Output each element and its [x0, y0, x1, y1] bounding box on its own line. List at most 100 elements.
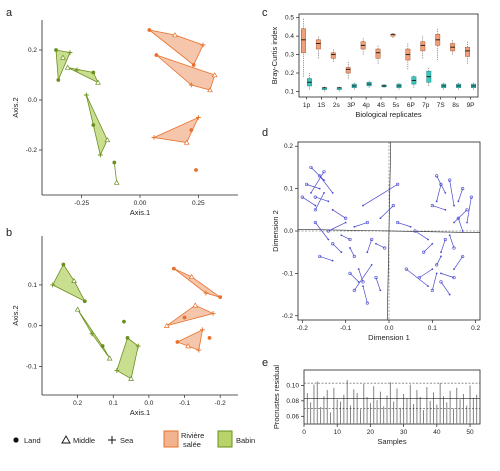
x-tick-label: 0.2	[73, 400, 82, 407]
x-tick-label: 0.0	[144, 400, 153, 407]
procrustes-point	[326, 229, 330, 233]
procrustes-target	[444, 191, 447, 194]
data-point	[56, 78, 61, 82]
x-tick-label: 0	[302, 429, 306, 436]
procrustes-segment	[432, 205, 446, 211]
procrustes-point	[448, 178, 452, 182]
procrustes-point	[318, 254, 322, 259]
box	[330, 52, 336, 59]
legend-middle: Middle	[73, 436, 95, 445]
procrustes-target	[314, 204, 317, 207]
y-tick-label: 0.1	[285, 88, 294, 95]
panel-letter-a: a	[6, 7, 13, 19]
procrustes-point	[313, 195, 317, 199]
data-point	[194, 168, 198, 172]
data-point	[97, 152, 103, 158]
y-tick-label: 0.0	[28, 323, 37, 330]
plot-frame	[303, 369, 481, 425]
procrustes-segment	[354, 222, 368, 228]
procrustes-point	[318, 174, 322, 178]
x-tick-label: 3P	[347, 102, 355, 109]
group-polygon	[116, 337, 139, 380]
legend-sea: Sea	[120, 436, 134, 445]
procrustes-point	[300, 195, 304, 199]
procrustes-segment	[436, 184, 442, 202]
y-tick-label: 0.4	[285, 33, 294, 40]
data-point	[188, 82, 194, 88]
procrustes-target	[340, 251, 343, 254]
data-point	[74, 67, 80, 73]
procrustes-segment	[449, 235, 455, 249]
procrustes-segment	[449, 180, 455, 206]
panel-letter-d: d	[262, 127, 268, 139]
procrustes-segment	[414, 230, 429, 240]
y-tick-label: -0.1	[282, 270, 294, 277]
x-axis-label: Biological replicates	[355, 110, 422, 119]
procrustes-segment	[440, 239, 446, 253]
procrustes-point	[305, 182, 309, 186]
procrustes-segment	[375, 277, 381, 291]
procrustes-segment	[310, 171, 325, 194]
x-tick-label: 0.1	[428, 325, 437, 332]
data-point	[147, 28, 152, 32]
procrustes-segment	[310, 167, 325, 181]
procrustes-point	[370, 237, 374, 242]
data-point	[199, 327, 205, 333]
riviere-swatch	[163, 430, 179, 448]
procrustes-point	[313, 208, 317, 212]
x-tick-label: -0.25	[74, 200, 89, 207]
y-tick-label: 0.10	[286, 382, 299, 389]
procrustes-point	[452, 246, 456, 250]
data-point	[125, 336, 130, 340]
procrustes-target	[466, 221, 468, 224]
x-tick-label: 10	[334, 429, 342, 436]
ordination-plot-b: 0.2 0.1 0.0 -0.1 -0.2 -0.1 0.0 0.1 Axis.1 Axis.2	[11, 236, 238, 417]
procrustes-point	[465, 208, 469, 212]
data-point	[50, 282, 56, 288]
procrustes-segment	[367, 239, 372, 253]
data-point	[60, 54, 66, 60]
procrustes-target	[444, 208, 447, 211]
procrustes-target	[427, 285, 429, 287]
data-point	[114, 368, 120, 373]
data-point	[207, 87, 213, 93]
babin-swatch	[217, 430, 233, 448]
y-tick-label: -0.2	[282, 313, 294, 320]
procrustes-point	[322, 170, 326, 174]
data-point	[185, 343, 192, 349]
x-tick-label: 7p	[422, 102, 430, 109]
procrustes-point	[313, 220, 317, 225]
procrustes-segment	[419, 268, 433, 278]
data-point	[191, 63, 196, 67]
procrustes-target	[327, 200, 330, 203]
procrustes-target	[431, 268, 434, 271]
procrustes-target	[327, 238, 330, 241]
data-point	[89, 331, 95, 337]
procrustes-segment	[315, 222, 329, 240]
x-tick-label: 1S	[317, 102, 326, 109]
box	[315, 39, 321, 50]
procrustes-point	[309, 165, 313, 170]
procrustes-point	[365, 301, 369, 305]
panel-letter-b: b	[6, 227, 12, 239]
procrustes-target	[379, 217, 382, 220]
filled-circle-icon	[13, 437, 19, 443]
procrustes-target	[323, 191, 325, 194]
data-point	[154, 53, 159, 57]
data-point	[106, 355, 113, 361]
data-point	[54, 48, 58, 52]
procrustes-segment	[319, 256, 333, 261]
procrustes-point	[396, 220, 400, 225]
y-axis-label: Procrustes residual	[272, 365, 281, 430]
data-point	[163, 322, 170, 328]
procrustes-point	[348, 271, 352, 275]
procrustes-target	[448, 293, 451, 296]
procrustes-target	[331, 208, 334, 211]
group-segment	[113, 162, 118, 183]
x-tick-label: -0.2	[297, 325, 309, 332]
procrustes-point	[422, 250, 426, 254]
procrustes-segment	[354, 264, 372, 291]
procrustes-point	[439, 182, 443, 186]
procrustes-segment	[319, 175, 333, 194]
procrustes-segment	[302, 196, 316, 206]
